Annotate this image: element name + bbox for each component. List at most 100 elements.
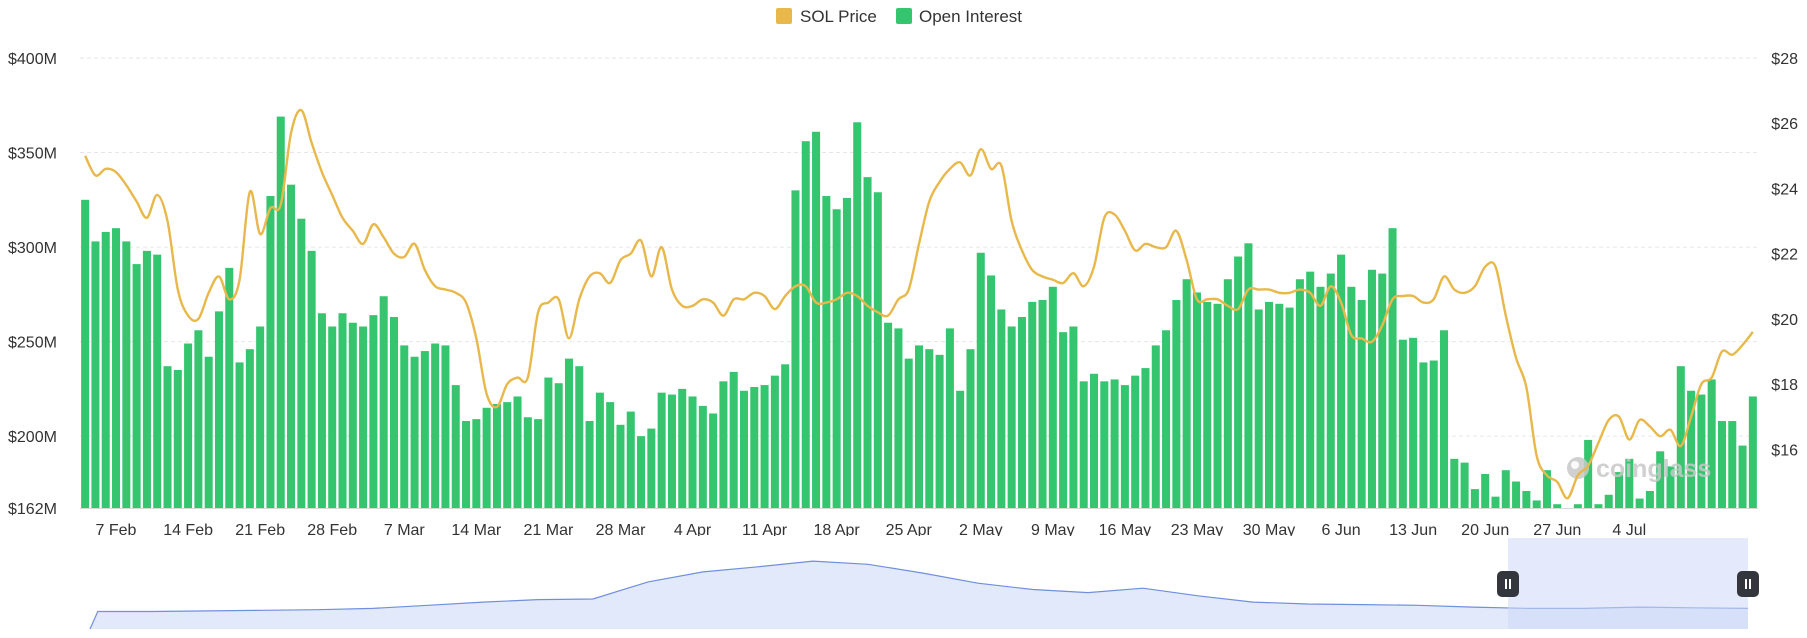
open-interest-bar[interactable] <box>1162 330 1171 508</box>
open-interest-bar[interactable] <box>1223 279 1232 508</box>
open-interest-bar[interactable] <box>534 419 543 508</box>
open-interest-bar[interactable] <box>781 364 790 508</box>
open-interest-bar[interactable] <box>173 369 182 508</box>
open-interest-bar[interactable] <box>1203 301 1212 508</box>
open-interest-bar[interactable] <box>513 396 522 508</box>
open-interest-bar[interactable] <box>719 381 728 508</box>
open-interest-bar[interactable] <box>297 218 306 508</box>
open-interest-bar[interactable] <box>595 392 604 508</box>
open-interest-bar[interactable] <box>1028 301 1037 508</box>
open-interest-bar[interactable] <box>523 417 532 508</box>
open-interest-bar[interactable] <box>688 396 697 508</box>
open-interest-bar[interactable] <box>575 366 584 508</box>
open-interest-bar[interactable] <box>1357 300 1366 508</box>
navigator-left-handle[interactable] <box>1497 571 1519 597</box>
open-interest-bar[interactable] <box>256 326 265 508</box>
open-interest-bar[interactable] <box>389 317 398 508</box>
open-interest-bar[interactable] <box>760 385 769 508</box>
open-interest-bar[interactable] <box>482 407 491 508</box>
open-interest-bar[interactable] <box>1110 379 1119 508</box>
open-interest-bar[interactable] <box>1450 458 1459 508</box>
open-interest-bar[interactable] <box>812 131 821 509</box>
open-interest-bar[interactable] <box>1409 337 1418 508</box>
open-interest-bar[interactable] <box>1378 273 1387 508</box>
open-interest-bar[interactable] <box>1007 326 1016 508</box>
open-interest-bar[interactable] <box>739 390 749 508</box>
open-interest-bar[interactable] <box>1429 360 1438 508</box>
open-interest-bar[interactable] <box>1275 303 1284 508</box>
open-interest-bar[interactable] <box>91 241 100 508</box>
open-interest-bar[interactable] <box>492 404 501 508</box>
open-interest-bar[interactable] <box>204 356 213 508</box>
open-interest-bar[interactable] <box>1388 228 1397 509</box>
open-interest-bar[interactable] <box>987 275 996 508</box>
sol-price-series-line[interactable] <box>84 108 1754 500</box>
open-interest-bar[interactable] <box>554 383 563 508</box>
open-interest-bar[interactable] <box>1038 300 1047 508</box>
open-interest-bar[interactable] <box>822 196 831 508</box>
open-interest-bar[interactable] <box>1141 368 1150 508</box>
open-interest-bar[interactable] <box>1172 300 1181 508</box>
open-interest-bar[interactable] <box>791 190 800 508</box>
open-interest-bar[interactable] <box>1594 504 1603 508</box>
open-interest-bar[interactable] <box>1131 375 1140 508</box>
open-interest-bar[interactable] <box>1069 326 1078 508</box>
open-interest-bar[interactable] <box>101 231 110 508</box>
open-interest-bar[interactable] <box>1687 390 1696 508</box>
open-interest-bar[interactable] <box>1481 473 1490 508</box>
open-interest-bar[interactable] <box>1676 366 1685 508</box>
open-interest-bar[interactable] <box>1542 470 1551 508</box>
open-interest-bar[interactable] <box>317 313 326 508</box>
open-interest-bar[interactable] <box>935 354 944 508</box>
open-interest-bar[interactable] <box>1100 381 1109 508</box>
open-interest-bar[interactable] <box>1295 279 1304 508</box>
open-interest-bar[interactable] <box>842 197 851 509</box>
open-interest-bar[interactable] <box>1089 373 1099 508</box>
open-interest-bar[interactable] <box>307 250 316 509</box>
open-interest-bar[interactable] <box>1059 332 1068 508</box>
open-interest-bar[interactable] <box>925 349 934 508</box>
open-interest-bar[interactable] <box>348 322 357 508</box>
open-interest-bar[interactable] <box>945 328 954 508</box>
open-interest-bar[interactable] <box>770 375 779 508</box>
open-interest-bar[interactable] <box>451 385 460 508</box>
open-interest-bar[interactable] <box>1532 500 1541 508</box>
open-interest-bar[interactable] <box>1234 256 1243 508</box>
open-interest-bar[interactable] <box>420 351 429 508</box>
open-interest-bar[interactable] <box>1048 286 1057 508</box>
open-interest-bar[interactable] <box>1738 445 1747 508</box>
open-interest-bar[interactable] <box>801 141 810 508</box>
open-interest-bar[interactable] <box>1192 292 1201 508</box>
open-interest-bar[interactable] <box>1728 421 1737 508</box>
open-interest-bar[interactable] <box>472 419 481 508</box>
range-navigator[interactable] <box>89 536 1759 630</box>
open-interest-bar[interactable] <box>214 311 223 508</box>
open-interest-bar[interactable] <box>1615 472 1624 508</box>
open-interest-bar[interactable] <box>1501 470 1510 508</box>
open-interest-bar[interactable] <box>1213 303 1222 508</box>
open-interest-bar[interactable] <box>1656 451 1665 508</box>
open-interest-bar[interactable] <box>616 424 625 508</box>
open-interest-bar[interactable] <box>956 390 965 508</box>
open-interest-bar[interactable] <box>1120 385 1129 508</box>
open-interest-bar[interactable] <box>153 254 162 508</box>
open-interest-bar[interactable] <box>400 345 409 508</box>
open-interest-bar[interactable] <box>1707 379 1716 508</box>
open-interest-bar[interactable] <box>1316 286 1325 508</box>
open-interest-bar[interactable] <box>647 428 656 508</box>
open-interest-bar[interactable] <box>1347 286 1356 508</box>
open-interest-bar[interactable] <box>184 343 193 509</box>
open-interest-bar[interactable] <box>163 366 172 508</box>
open-interest-bar[interactable] <box>142 250 151 509</box>
open-interest-bar[interactable] <box>1419 362 1428 508</box>
open-interest-bar[interactable] <box>1491 496 1500 508</box>
open-interest-bar[interactable] <box>379 296 388 508</box>
navigator-right-handle[interactable] <box>1737 571 1759 597</box>
open-interest-bar[interactable] <box>1254 309 1263 508</box>
open-interest-bar[interactable] <box>667 394 676 508</box>
open-interest-bar[interactable] <box>698 405 707 508</box>
open-interest-bar[interactable] <box>1306 271 1315 508</box>
open-interest-bar[interactable] <box>1337 254 1346 508</box>
open-interest-bar[interactable] <box>441 345 450 508</box>
open-interest-bar[interactable] <box>709 413 718 508</box>
